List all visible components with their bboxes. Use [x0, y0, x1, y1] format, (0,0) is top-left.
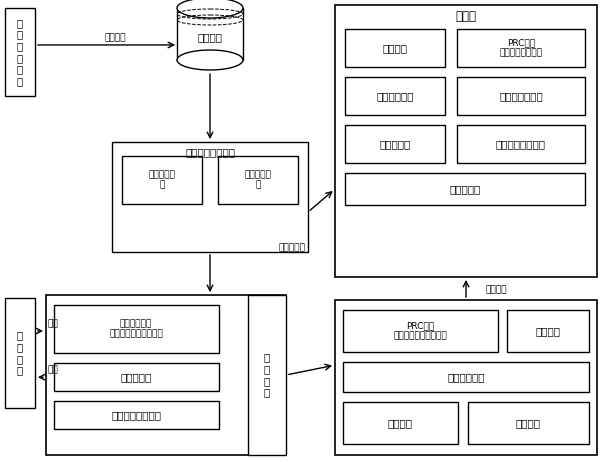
Bar [54, 401, 219, 429]
Bar [507, 310, 589, 352]
Bar [112, 142, 308, 252]
Bar [248, 295, 286, 455]
Text: 向量节点集群管理: 向量节点集群管理 [496, 139, 546, 149]
Bar [5, 298, 35, 408]
Bar [345, 125, 445, 163]
Bar [5, 8, 35, 96]
Text: 查
询
合
并: 查 询 合 并 [264, 353, 270, 397]
Text: 主节点: 主节点 [456, 11, 477, 24]
Text: 全量索引构
建: 全量索引构 建 [244, 170, 272, 190]
Text: 请求: 请求 [48, 320, 58, 328]
Bar [335, 300, 597, 455]
Bar [343, 362, 589, 392]
Bar [54, 363, 219, 391]
Bar [345, 77, 445, 115]
Text: 元数据同步: 元数据同步 [450, 184, 480, 194]
Ellipse shape [177, 0, 243, 18]
Bar [177, 8, 243, 60]
Text: PRC接口
（元数据／心跳）: PRC接口 （元数据／心跳） [500, 38, 543, 58]
Text: 返回: 返回 [48, 366, 58, 375]
Text: 消息队列: 消息队列 [197, 32, 223, 42]
Text: PRC接口
（查询／增加／删除）: PRC接口 （查询／增加／删除） [393, 321, 447, 340]
Text: 存储模块: 存储模块 [387, 418, 413, 428]
Ellipse shape [177, 50, 243, 70]
Bar [122, 156, 202, 204]
Bar [343, 402, 458, 444]
Text: 索引数据维护工具: 索引数据维护工具 [185, 147, 235, 157]
Bar [218, 156, 298, 204]
Bar [54, 305, 219, 353]
Bar [457, 29, 585, 67]
Text: 接口服务模块
（查询／增加／删除）: 接口服务模块 （查询／增加／删除） [109, 319, 163, 339]
Bar [46, 295, 286, 455]
Text: 创
建
索
引
请
求: 创 建 索 引 请 求 [17, 18, 23, 86]
Text: 分片分配与管理: 分片分配与管理 [499, 91, 543, 101]
Text: 心跳维护: 心跳维护 [535, 326, 560, 336]
Bar [457, 77, 585, 115]
Bar [345, 173, 585, 205]
Text: 心跳汇报: 心跳汇报 [485, 286, 507, 294]
Bar [335, 5, 597, 277]
Bar [345, 29, 445, 67]
Text: 元数据管理: 元数据管理 [379, 139, 411, 149]
Text: 事件订阅通知: 事件订阅通知 [376, 91, 414, 101]
Bar [468, 402, 589, 444]
Text: 检
索
请
求: 检 索 请 求 [17, 331, 23, 376]
Text: 元数据更新: 元数据更新 [120, 372, 152, 382]
Text: 向量节点连接模块: 向量节点连接模块 [111, 410, 161, 420]
Text: 向量搜索引擎: 向量搜索引擎 [447, 372, 485, 382]
Bar [457, 125, 585, 163]
Text: 发送向量: 发送向量 [104, 33, 126, 43]
Text: 数据同步: 数据同步 [515, 418, 540, 428]
Text: 实时索引维
护: 实时索引维 护 [149, 170, 175, 190]
Text: 获取元数据: 获取元数据 [278, 243, 305, 253]
Bar [343, 310, 498, 352]
Text: 选举模块: 选举模块 [382, 43, 408, 53]
